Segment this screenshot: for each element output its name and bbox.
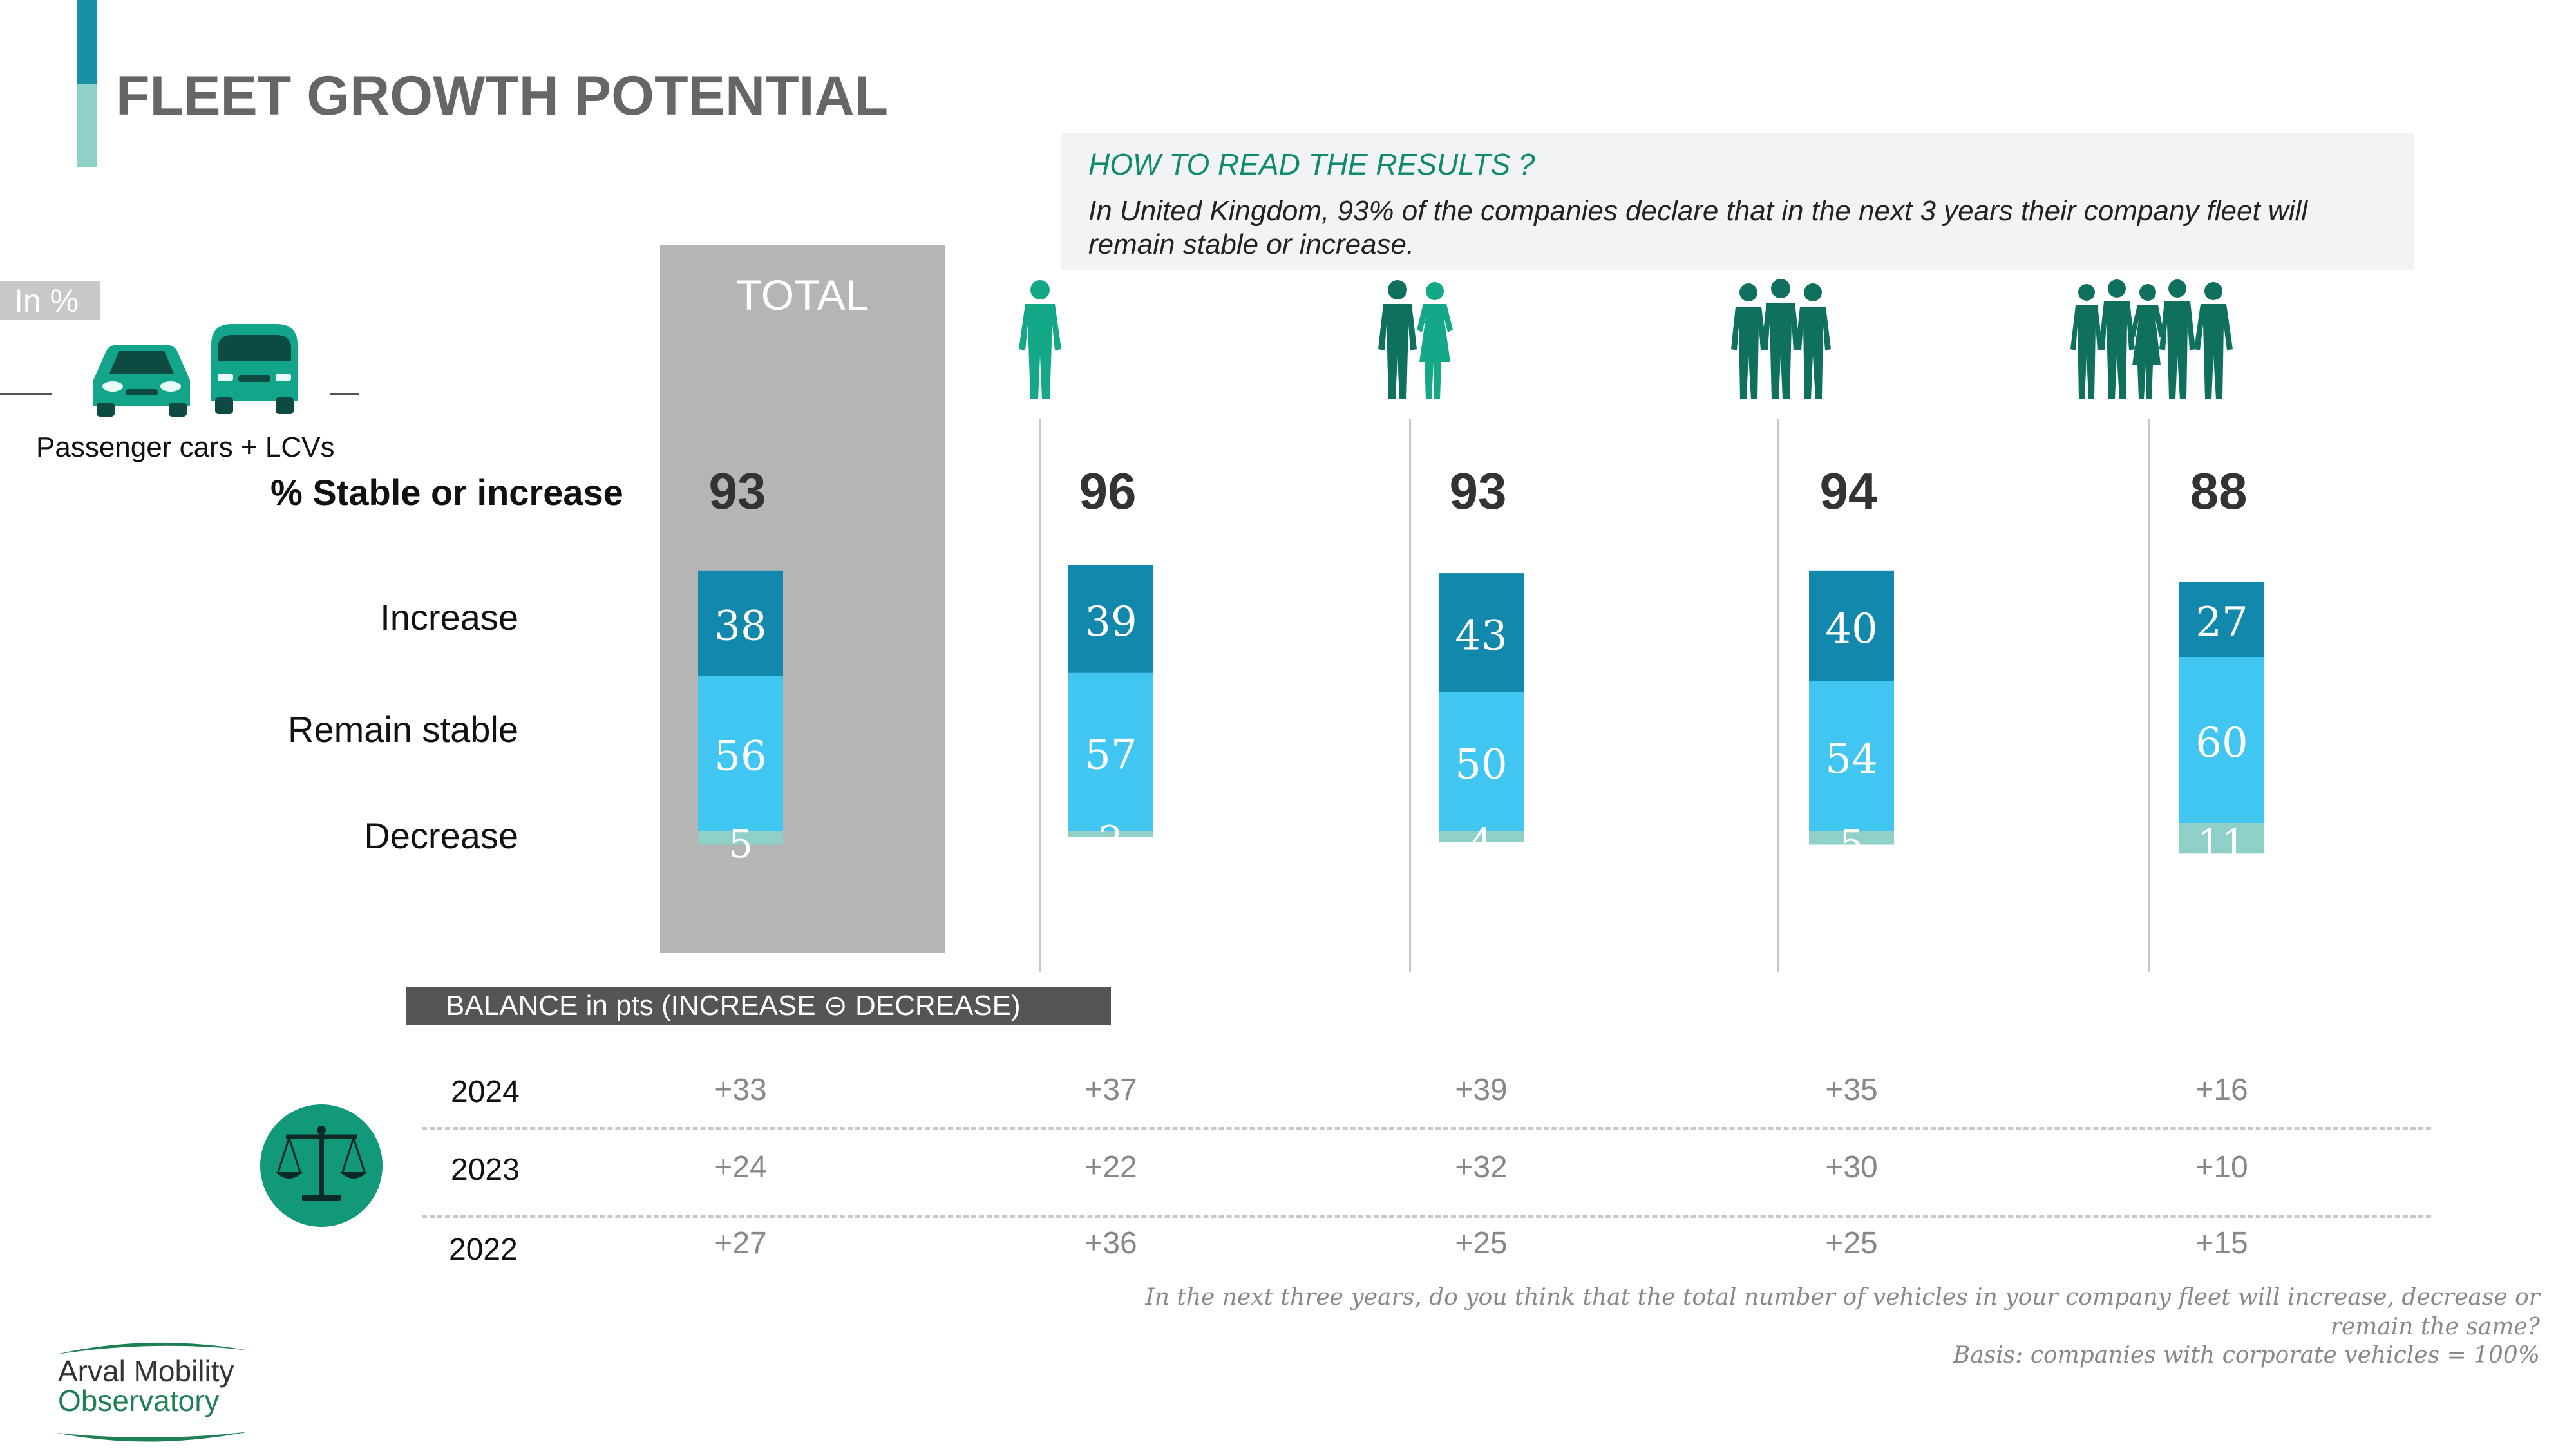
bar-label-decrease: 4: [1469, 820, 1493, 866]
balance-value: +30: [1825, 1150, 1878, 1184]
logo-text-line1: Arval Mobility: [58, 1354, 234, 1388]
balance-value: +22: [1084, 1150, 1137, 1184]
how-to-read-box: [1061, 133, 2414, 270]
balance-value: +15: [2195, 1226, 2248, 1260]
balance-header-tail: DECREASE): [855, 990, 1021, 1021]
minus-circle-icon: ⊝: [823, 990, 848, 1021]
stable-or-increase-value: 88: [2190, 462, 2248, 520]
balance-value: +36: [1084, 1226, 1137, 1260]
three-people-icon: [1731, 279, 1831, 399]
header-accent-bar-bottom: [77, 84, 97, 167]
balance-scale-icon: [260, 1104, 383, 1227]
vehicle-divider-left: [0, 393, 52, 395]
balance-value: +10: [2195, 1150, 2248, 1184]
balance-row-divider: [422, 1215, 2431, 1218]
survey-question-footnote: In the next three years, do you think th…: [1145, 1284, 2540, 1340]
how-to-read-body: In United Kingdom, 93% of the companies …: [1088, 195, 2308, 260]
page-title: FLEET GROWTH POTENTIAL: [116, 65, 889, 127]
bar-increase: [698, 570, 783, 676]
stable-or-increase-value: 93: [1450, 462, 1507, 520]
stable-or-increase-value: 96: [1079, 462, 1137, 520]
total-column-label: TOTAL: [735, 271, 869, 319]
bar-label-decrease: 5: [728, 822, 753, 867]
balance-value: +32: [1455, 1150, 1508, 1184]
bar-label-increase: 38: [714, 603, 766, 650]
bar-label-remain-stable: 60: [2195, 719, 2248, 767]
stable-or-increase-value: 94: [1820, 462, 1877, 520]
balance-header-label: BALANCE in pts (INCREASE ⊝ DECREASE): [446, 989, 1021, 1022]
bar-decrease: [2179, 823, 2264, 854]
unit-badge: [0, 281, 100, 320]
vehicle-divider-right: [330, 393, 359, 395]
column-separator: [1409, 419, 1411, 972]
how-to-read-heading: HOW TO READ THE RESULTS ?: [1088, 147, 1535, 181]
bar-label-remain-stable: 57: [1084, 731, 1137, 779]
bar-increase: [1068, 565, 1153, 673]
balance-value: +16: [2195, 1073, 2248, 1107]
bar-label-increase: 39: [1084, 598, 1137, 646]
bar-remain-stable: [2179, 657, 2264, 823]
lcv-van-icon: [211, 324, 298, 414]
basis-footnote: Basis: companies with corporate vehicles…: [1953, 1342, 2540, 1368]
column-separator: [1039, 419, 1041, 972]
bar-label-increase: 40: [1825, 605, 1877, 653]
balance-year-2023: 2023: [451, 1153, 520, 1187]
balance-value: +25: [1825, 1226, 1878, 1260]
bar-label-increase: 43: [1455, 612, 1507, 660]
bar-remain-stable: [1068, 672, 1153, 831]
bar-increase: [1439, 573, 1524, 692]
stable-or-increase-value: 93: [709, 462, 766, 520]
bar-label-decrease: 5: [1839, 822, 1864, 867]
column-separator: [1777, 419, 1779, 972]
bar-decrease: [698, 831, 783, 845]
bar-increase: [2179, 582, 2264, 657]
unit-label: In %: [14, 283, 79, 319]
passenger-car-icon: [93, 345, 190, 417]
balance-year-2024: 2024: [451, 1075, 520, 1109]
stacked-bar-chart: 38 56 5 93 39 57 2 96 43 50 4 93 40 54 5 94 27 60 11 88: [698, 462, 2264, 867]
bar-label-remain-stable: 50: [1455, 741, 1507, 789]
bar-label-decrease: 11: [2197, 822, 2246, 867]
balance-value: +25: [1455, 1226, 1508, 1260]
column-separator: [2148, 419, 2150, 972]
balance-value: +35: [1825, 1073, 1878, 1107]
two-people-icon: [1378, 280, 1453, 399]
balance-value: +24: [714, 1150, 767, 1184]
header-accent-bar-top: [77, 0, 97, 84]
balance-year-2022: 2022: [449, 1233, 518, 1267]
bar-decrease: [1068, 831, 1153, 837]
single-person-icon: [1019, 280, 1061, 399]
balance-header-bar: [406, 987, 1111, 1025]
balance-value: +39: [1455, 1073, 1508, 1107]
arval-logo-swoosh: [56, 1342, 249, 1442]
bar-decrease: [1809, 831, 1894, 845]
row-label-remain-stable: Remain stable: [288, 709, 518, 750]
vehicle-type-label: Passenger cars + LCVs: [36, 431, 335, 463]
bar-remain-stable: [1439, 692, 1524, 831]
bar-label-remain-stable: 56: [714, 733, 766, 781]
bar-label-increase: 27: [2195, 599, 2248, 647]
bar-label-decrease: 2: [1099, 818, 1123, 863]
balance-header-text: BALANCE in pts (INCREASE: [446, 990, 816, 1021]
balance-value: +33: [714, 1073, 767, 1107]
balance-value: +27: [714, 1226, 767, 1260]
logo-text-line2: Observatory: [58, 1384, 220, 1417]
row-label-stable-or-increase: % Stable or increase: [270, 472, 623, 513]
bar-remain-stable: [698, 676, 783, 831]
group-of-people-icon: [2070, 279, 2233, 399]
bar-decrease: [1439, 831, 1524, 842]
bar-label-remain-stable: 54: [1825, 735, 1877, 783]
row-label-decrease: Decrease: [364, 815, 518, 856]
balance-value: +37: [1084, 1073, 1137, 1107]
row-label-increase: Increase: [380, 597, 518, 638]
bar-remain-stable: [1809, 681, 1894, 831]
bar-increase: [1809, 570, 1894, 681]
balance-row-divider: [422, 1127, 2431, 1130]
